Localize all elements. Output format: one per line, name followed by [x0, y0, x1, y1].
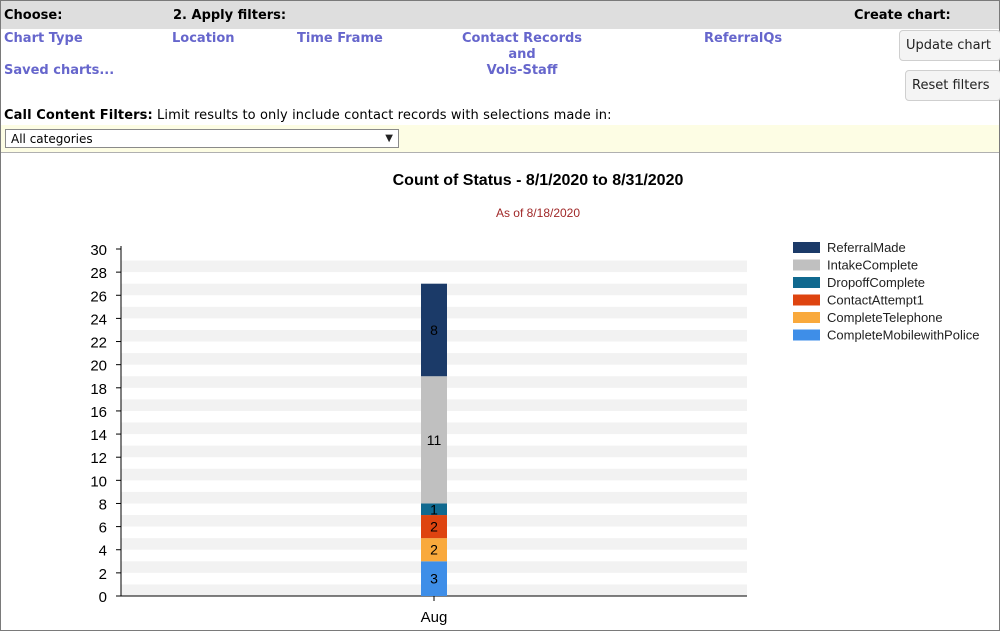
legend-swatch: [793, 329, 820, 341]
chevron-down-icon: ▼: [385, 133, 393, 144]
call-content-filters-label: Call Content Filters:: [4, 108, 153, 123]
y-tick-label: 8: [99, 496, 107, 513]
grid-band: [121, 260, 747, 273]
legend-swatch: [793, 277, 820, 288]
legend-swatch: [793, 242, 820, 253]
y-tick-label: 10: [90, 473, 107, 490]
status-chart: Count of Status - 8/1/2020 to 8/31/2020 …: [90, 172, 979, 626]
y-tick-label: 28: [90, 265, 107, 282]
location-link[interactable]: Location: [172, 31, 235, 46]
chart-subtitle: As of 8/18/2020: [496, 206, 580, 220]
legend-label: IntakeComplete: [827, 258, 918, 273]
contact-records-line3: Vols-Staff: [486, 63, 558, 78]
legend-swatch: [793, 259, 820, 271]
legend-label: ContactAttempt1: [827, 293, 924, 308]
saved-charts-link[interactable]: Saved charts...: [4, 63, 115, 78]
contact-records-link[interactable]: Contact Records and Vols-Staff: [456, 31, 588, 79]
y-tick-label: 22: [90, 335, 107, 352]
chart-type-link[interactable]: Chart Type: [4, 31, 83, 46]
create-chart-label: Create chart:: [854, 8, 951, 23]
data-label-completetelephone: 2: [430, 542, 438, 558]
bar-segment-contactattempt1: [421, 515, 447, 539]
contact-records-line1: Contact Records: [461, 31, 583, 46]
y-tick-label: 14: [90, 427, 107, 444]
referralqs-link[interactable]: ReferralQs: [704, 31, 783, 46]
y-tick-label: 18: [90, 381, 107, 398]
y-tick-label: 26: [90, 288, 107, 305]
y-tick-label: 12: [90, 450, 107, 467]
y-tick-label: 2: [99, 566, 107, 583]
y-tick-label: 16: [90, 404, 107, 421]
category-select[interactable]: All categories ▼: [5, 129, 399, 148]
bar-segment-completetelephone: [421, 538, 447, 562]
contact-records-line2: and: [508, 47, 536, 62]
category-select-value: All categories: [11, 131, 93, 146]
legend-label: CompleteMobilewithPolice: [827, 328, 979, 343]
chart-legend: ReferralMade IntakeComplete DropoffComplet…: [793, 240, 979, 343]
y-tick-label: 20: [90, 358, 107, 375]
choose-label: Choose:: [4, 8, 63, 23]
y-tick-label: 4: [99, 543, 107, 560]
bar-segment-dropoffcomplete: [421, 503, 447, 516]
legend-label: ReferralMade: [827, 240, 906, 255]
call-content-filters-line: Call Content Filters: Limit results to o…: [4, 108, 612, 123]
bar-segment-intakecomplete: [421, 376, 447, 504]
data-label-intakecomplete: 11: [427, 432, 442, 448]
legend-swatch: [793, 294, 820, 306]
top-header-bar: [1, 1, 999, 29]
legend-label: CompleteTelephone: [827, 310, 943, 325]
data-label-contactattempt1: 2: [430, 519, 438, 535]
call-content-filters-description: Limit results to only include contact re…: [157, 108, 612, 123]
legend-swatch: [793, 312, 820, 323]
y-tick-label: 24: [90, 311, 107, 328]
reset-filters-button[interactable]: Reset filters: [905, 70, 1000, 101]
data-label-dropoffcomplete: 1: [430, 501, 438, 517]
bar-segment-completemobilewithpolice: [421, 561, 447, 596]
time-frame-link[interactable]: Time Frame: [297, 31, 383, 46]
chart-title: Count of Status - 8/1/2020 to 8/31/2020: [393, 172, 684, 189]
y-tick-label: 6: [99, 520, 107, 537]
y-tick-label: 0: [99, 589, 107, 606]
data-label-referralmade: 8: [430, 322, 438, 338]
x-tick-label: Aug: [421, 609, 448, 626]
bar-segment-referralmade: [421, 283, 447, 377]
divider: [1, 152, 999, 153]
legend-label: DropoffComplete: [827, 275, 925, 290]
y-tick-label: 30: [90, 242, 107, 259]
apply-filters-label: 2. Apply filters:: [173, 8, 287, 23]
update-chart-button[interactable]: Update chart: [899, 30, 1000, 61]
data-label-completemobilewithpolice: 3: [430, 571, 438, 587]
